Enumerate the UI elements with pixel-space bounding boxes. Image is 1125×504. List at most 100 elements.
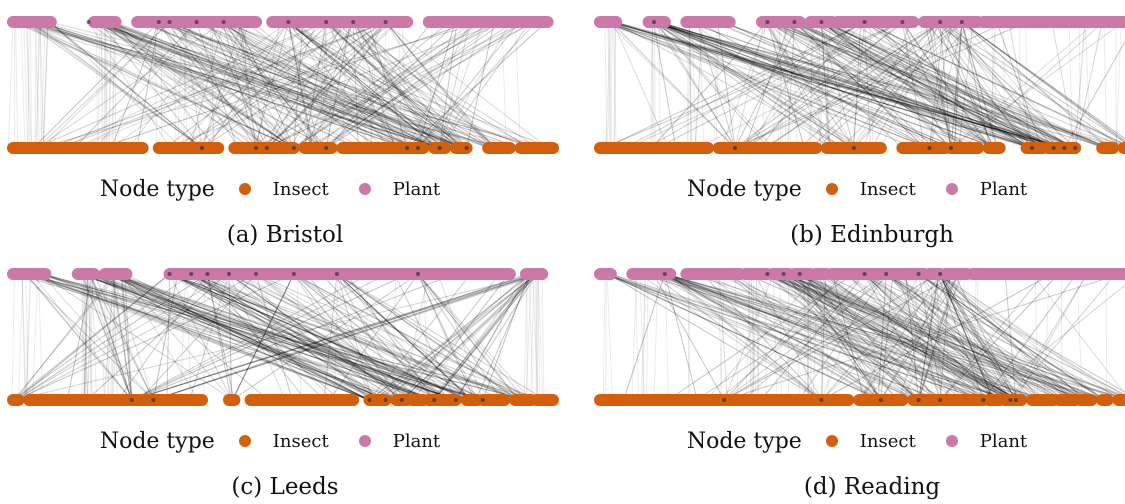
edge bbox=[288, 21, 445, 149]
edge bbox=[49, 21, 203, 149]
edge bbox=[652, 21, 952, 149]
edge bbox=[852, 21, 866, 149]
edge bbox=[201, 21, 243, 149]
edge bbox=[255, 273, 293, 401]
edge bbox=[78, 273, 483, 401]
edge bbox=[98, 21, 203, 149]
edge bbox=[81, 273, 133, 401]
edge bbox=[88, 21, 359, 149]
edge bbox=[255, 273, 485, 401]
edge bbox=[367, 21, 408, 149]
edge bbox=[783, 273, 1091, 401]
edge bbox=[190, 273, 418, 401]
edge bbox=[43, 273, 370, 401]
edge bbox=[114, 273, 380, 401]
edge bbox=[32, 21, 160, 149]
edge bbox=[42, 273, 483, 401]
edge bbox=[928, 21, 953, 149]
edge bbox=[614, 21, 1076, 149]
edge bbox=[16, 273, 208, 401]
edge bbox=[169, 273, 526, 401]
insect-marker-icon bbox=[825, 183, 838, 195]
edge bbox=[201, 21, 251, 149]
edge bbox=[100, 21, 105, 149]
edge bbox=[653, 273, 725, 401]
hub-mark bbox=[792, 20, 797, 24]
edge bbox=[139, 273, 257, 401]
edge bbox=[121, 273, 199, 401]
edge bbox=[950, 21, 1124, 149]
edge bbox=[288, 21, 437, 149]
edge bbox=[417, 21, 537, 149]
hub-mark bbox=[167, 272, 172, 276]
edge bbox=[104, 21, 108, 149]
edge bbox=[23, 273, 154, 401]
edge bbox=[936, 273, 984, 401]
hub-mark bbox=[959, 20, 964, 24]
edge bbox=[767, 273, 1037, 401]
edge bbox=[352, 21, 436, 149]
edge bbox=[336, 273, 373, 401]
edge bbox=[880, 21, 941, 149]
edge bbox=[819, 21, 855, 149]
edge bbox=[657, 273, 1035, 401]
edge bbox=[864, 273, 1022, 401]
edge bbox=[223, 21, 553, 149]
edge bbox=[754, 273, 822, 401]
edge bbox=[609, 273, 879, 401]
edge bbox=[697, 21, 930, 149]
edge bbox=[715, 21, 719, 149]
legend-plant-label: Plant bbox=[979, 178, 1028, 200]
edge bbox=[111, 21, 116, 149]
legend-insect-label: Insect bbox=[272, 430, 329, 452]
edge bbox=[750, 273, 754, 401]
edge bbox=[719, 273, 726, 401]
edge-group bbox=[11, 273, 550, 401]
edge bbox=[601, 273, 984, 401]
edge bbox=[767, 273, 1089, 401]
hub-mark bbox=[129, 398, 134, 402]
edge bbox=[164, 21, 502, 149]
edge bbox=[871, 21, 941, 149]
edge bbox=[526, 273, 528, 401]
edge bbox=[664, 273, 1125, 399]
edge bbox=[953, 21, 963, 149]
edge bbox=[192, 21, 419, 149]
edge bbox=[206, 273, 235, 401]
edge bbox=[653, 21, 677, 149]
edge bbox=[961, 21, 1125, 142]
edge bbox=[752, 273, 755, 401]
edge bbox=[113, 21, 268, 149]
edge bbox=[88, 21, 543, 149]
edge bbox=[939, 273, 1120, 401]
edge bbox=[734, 21, 1028, 149]
edge bbox=[660, 21, 952, 149]
edge bbox=[608, 273, 822, 401]
edge bbox=[939, 273, 1073, 401]
edge bbox=[918, 273, 1106, 401]
edge bbox=[939, 273, 994, 401]
edge bbox=[794, 21, 1110, 149]
edge bbox=[723, 273, 959, 401]
edge bbox=[607, 273, 919, 401]
hub-mark bbox=[156, 20, 161, 24]
edge bbox=[794, 21, 1056, 149]
edge bbox=[158, 21, 536, 149]
edge bbox=[363, 273, 369, 401]
edge bbox=[905, 273, 920, 401]
edge bbox=[864, 21, 872, 149]
edge bbox=[90, 273, 133, 401]
edge bbox=[712, 21, 1033, 149]
edge bbox=[217, 21, 467, 149]
edge bbox=[939, 273, 1021, 401]
edge bbox=[667, 273, 854, 401]
edge bbox=[779, 21, 1054, 149]
edge bbox=[651, 273, 900, 401]
edge bbox=[15, 273, 295, 401]
edge bbox=[325, 21, 525, 149]
hub-mark bbox=[938, 272, 943, 276]
edge bbox=[653, 273, 659, 401]
edge bbox=[803, 273, 806, 401]
edge bbox=[650, 21, 768, 149]
hub-mark bbox=[862, 20, 867, 24]
